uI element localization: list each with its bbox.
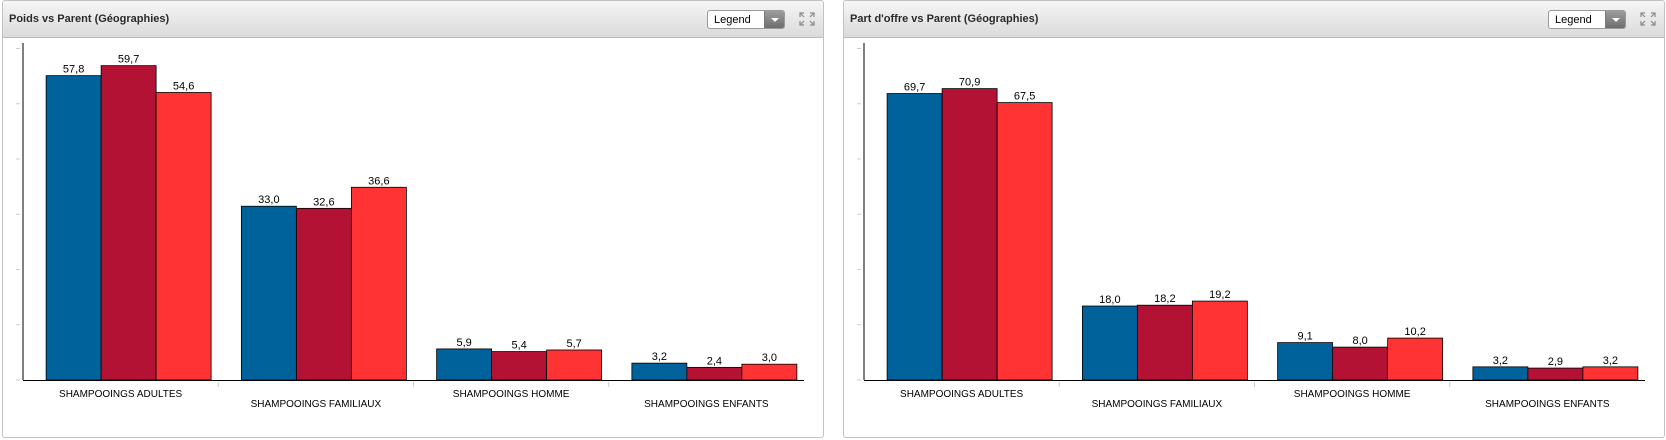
panel-header: Part d'offre vs Parent (Géographies) Leg… xyxy=(844,1,1664,38)
bar-value-label: 2,4 xyxy=(707,355,722,367)
bar-value-label: 5,4 xyxy=(511,340,526,352)
bar xyxy=(45,75,102,381)
legend-dropdown-label: Legend xyxy=(1555,14,1592,26)
expand-icon[interactable] xyxy=(799,12,815,26)
bar xyxy=(631,362,688,381)
category-label: SHAMPOOINGS FAMILIAUX xyxy=(251,399,382,410)
bar-value-label: 67,5 xyxy=(1014,91,1035,103)
panel-header: Poids vs Parent (Géographies) Legend xyxy=(3,1,823,38)
bar xyxy=(240,205,297,381)
bar xyxy=(886,93,943,381)
chevron-down-icon xyxy=(1605,11,1625,28)
bar-value-label: 70,9 xyxy=(959,77,980,89)
category-label: SHAMPOOINGS ENFANTS xyxy=(1485,399,1610,410)
bar-chart: 69,7 70,9 67,5 SHAMPOOINGS ADULTES 18,0 18,2 1… xyxy=(857,43,1645,410)
category-label: SHAMPOOINGS FAMILIAUX xyxy=(1092,399,1223,410)
bar xyxy=(1472,366,1529,381)
bar-value-label: 69,7 xyxy=(904,82,925,94)
bar-value-label: 2,9 xyxy=(1548,356,1563,368)
bar xyxy=(941,88,998,381)
bar-value-label: 36,6 xyxy=(368,175,389,187)
chevron-down-icon xyxy=(764,11,784,28)
bar xyxy=(1136,304,1193,381)
category-label: SHAMPOOINGS HOMME xyxy=(1294,389,1411,400)
bar xyxy=(155,92,212,381)
bar xyxy=(546,349,603,381)
bar-value-label: 18,0 xyxy=(1099,294,1120,306)
bar xyxy=(436,348,493,381)
bar xyxy=(1277,342,1334,381)
bar xyxy=(295,207,352,381)
bar xyxy=(741,363,798,381)
category-label: SHAMPOOINGS HOMME xyxy=(453,389,570,400)
bar-value-label: 33,0 xyxy=(258,194,279,206)
bar xyxy=(686,366,743,381)
legend-dropdown[interactable]: Legend xyxy=(1548,10,1626,29)
bar-value-label: 3,2 xyxy=(1603,355,1618,367)
legend-dropdown[interactable]: Legend xyxy=(707,10,785,29)
bar-value-label: 10,2 xyxy=(1404,326,1425,338)
bar-value-label: 54,6 xyxy=(173,80,194,92)
bar-value-label: 5,7 xyxy=(566,338,581,350)
bar-value-label: 3,0 xyxy=(762,352,777,364)
bar xyxy=(100,65,157,381)
bar xyxy=(1191,300,1248,381)
bar-value-label: 32,6 xyxy=(313,196,334,208)
bar xyxy=(1332,346,1389,381)
bar-value-label: 8,0 xyxy=(1352,335,1367,347)
category-label: SHAMPOOINGS ADULTES xyxy=(900,389,1024,400)
category-label: SHAMPOOINGS ENFANTS xyxy=(644,399,769,410)
expand-icon[interactable] xyxy=(1640,12,1656,26)
bar xyxy=(1527,367,1584,381)
category-label: SHAMPOOINGS ADULTES xyxy=(59,389,183,400)
bar-chart: 57,8 59,7 54,6 SHAMPOOINGS ADULTES 33,0 32,6 3… xyxy=(16,43,804,410)
chart-panel-part-offre: Part d'offre vs Parent (Géographies) Leg… xyxy=(843,0,1665,438)
bar-value-label: 3,2 xyxy=(652,351,667,363)
chart-panel-poids: Poids vs Parent (Géographies) Legend 57,… xyxy=(2,0,824,438)
bar xyxy=(350,186,407,381)
bar-value-label: 59,7 xyxy=(118,54,139,66)
bar xyxy=(1387,337,1444,381)
bar xyxy=(1081,305,1138,381)
bar xyxy=(996,102,1053,381)
bar xyxy=(491,351,548,381)
bar xyxy=(1582,366,1639,381)
bar-value-label: 19,2 xyxy=(1209,289,1230,301)
panel-title: Poids vs Parent (Géographies) xyxy=(9,13,170,25)
bar-value-label: 18,2 xyxy=(1154,293,1175,305)
bar-value-label: 5,9 xyxy=(456,337,471,349)
bar-value-label: 3,2 xyxy=(1493,355,1508,367)
bar-value-label: 9,1 xyxy=(1297,331,1312,343)
panel-title: Part d'offre vs Parent (Géographies) xyxy=(850,13,1039,25)
bar-value-label: 57,8 xyxy=(63,64,84,76)
legend-dropdown-label: Legend xyxy=(714,14,751,26)
